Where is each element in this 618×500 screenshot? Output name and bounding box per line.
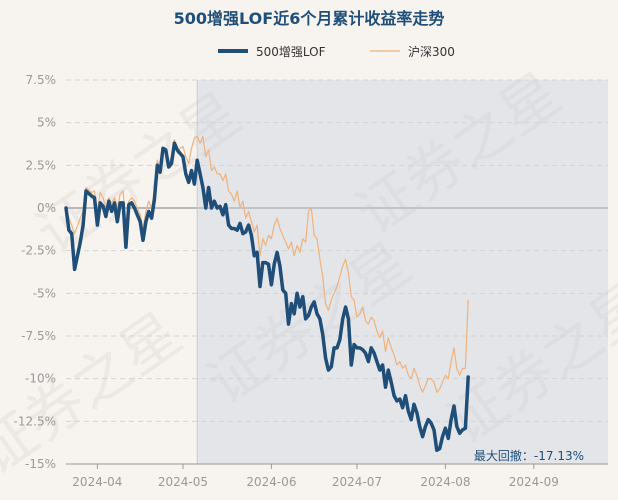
series-line-沪深300	[65, 135, 469, 393]
x-tick-label: 2024-09	[509, 475, 559, 489]
chart-title: 500增强LOF近6个月累计收益率走势	[174, 9, 445, 28]
x-tick-label: 2024-08	[420, 475, 470, 489]
y-tick-label: -2.5%	[21, 244, 56, 258]
y-tick-label: -7.5%	[21, 329, 56, 343]
x-axis: 2024-04 2024-05 2024-06 2024-07 2024-08 2024-…	[66, 463, 608, 489]
y-tick-label: 2.5%	[26, 158, 57, 172]
max-drawdown-label: 最大回撤：-17.13%	[474, 448, 584, 463]
x-tick-label: 2024-04	[72, 475, 122, 489]
drawdown-area-layer	[196, 80, 608, 464]
y-axis: 7.5% 5% 2.5% 0% -2.5% -5% -7.5% -10% -12.5% -15%	[14, 73, 56, 471]
x-tick-label: 2024-05	[158, 475, 208, 489]
series-line-500增强lof	[64, 141, 470, 453]
x-tick-label: 2024-06	[246, 475, 296, 489]
y-tick-label: -15%	[25, 457, 56, 471]
x-tick-label: 2024-07	[332, 475, 382, 489]
series-layer	[64, 135, 470, 453]
legend-label-沪深300: 沪深300	[408, 45, 455, 59]
legend-label-500增强lof: 500增强LOF	[256, 45, 326, 59]
drawdown-region	[197, 80, 608, 464]
y-tick-label: -10%	[25, 372, 56, 386]
y-tick-label: 5%	[37, 116, 56, 130]
y-tick-label: -5%	[33, 286, 56, 300]
legend: 500增强LOF 沪深300	[218, 45, 455, 59]
y-tick-label: 7.5%	[26, 73, 57, 87]
y-tick-label: -12.5%	[14, 414, 56, 428]
y-tick-label: 0%	[37, 201, 56, 215]
